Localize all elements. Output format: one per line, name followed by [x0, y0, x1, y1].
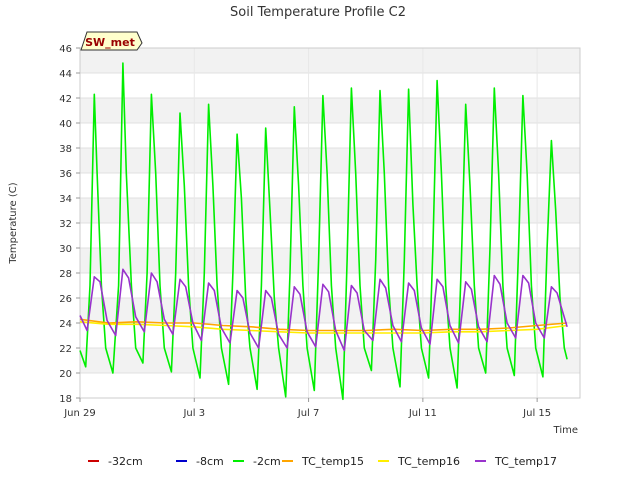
plot-background: [80, 48, 580, 398]
plot-band: [80, 173, 580, 198]
x-axis-label: Time: [553, 425, 578, 436]
series-line-TC_temp16: [79, 321, 568, 334]
y-axis-label: Temperature (C): [8, 182, 19, 264]
y-tick-label: 34: [59, 194, 72, 205]
y-tick-label: 22: [59, 344, 72, 355]
y-tick-label: 18: [59, 394, 72, 405]
y-tick-label: 36: [59, 169, 72, 180]
series-layer: [79, 62, 568, 401]
y-tick-label: 40: [59, 119, 72, 130]
x-axis-ticks: Jun 29 Jul 3 Jul 7 Jul 11 Jul 15: [63, 398, 551, 419]
y-tick-label: 26: [59, 294, 72, 305]
legend-label: -2cm: [253, 455, 281, 468]
y-axis-ticks: 18 20 22 24 26 28 30 32 34 36 38 40 42 44 46: [59, 44, 80, 405]
x-tick-label: Jul 3: [182, 408, 205, 419]
series-line--2cm: [79, 62, 568, 401]
plot-band: [80, 98, 580, 123]
x-tick-label: Jul 15: [522, 408, 551, 419]
y-tick-label: 28: [59, 269, 72, 280]
x-tick-label: Jul 11: [408, 408, 437, 419]
y-tick-label: 44: [59, 69, 72, 80]
y-tick-label: 38: [59, 144, 72, 155]
plot-band: [80, 148, 580, 173]
plot-band: [80, 123, 580, 148]
series-line-TC_temp15: [79, 318, 568, 332]
y-tick-label: 46: [59, 44, 72, 55]
chart-title: Soil Temperature Profile C2: [230, 5, 406, 20]
station-badge: SW_met: [80, 31, 143, 51]
plot-band: [80, 198, 580, 223]
y-tick-label: 42: [59, 94, 72, 105]
plot-band: [80, 48, 580, 73]
legend-label: -32cm: [108, 455, 143, 468]
legend-label: TC_temp16: [397, 455, 460, 468]
station-badge-shape: [80, 31, 143, 51]
legend-label: -8cm: [196, 455, 224, 468]
legend: -32cm -8cm -2cm TC_temp15 TC_temp16 TC_temp17: [88, 455, 557, 468]
station-badge-label: SW_met: [85, 36, 135, 49]
series-line-TC_temp17: [79, 268, 568, 352]
y-tick-label: 24: [59, 319, 72, 330]
plot-band: [80, 348, 580, 373]
legend-label: TC_temp15: [301, 455, 364, 468]
plot-band: [80, 73, 580, 98]
legend-label: TC_temp17: [494, 455, 557, 468]
x-tick-label: Jul 7: [297, 408, 320, 419]
y-tick-label: 32: [59, 219, 72, 230]
plot-band: [80, 273, 580, 298]
x-tick-label: Jun 29: [63, 408, 96, 419]
y-tick-label: 30: [59, 244, 72, 255]
plot-band: [80, 373, 580, 398]
y-tick-label: 20: [59, 369, 72, 380]
